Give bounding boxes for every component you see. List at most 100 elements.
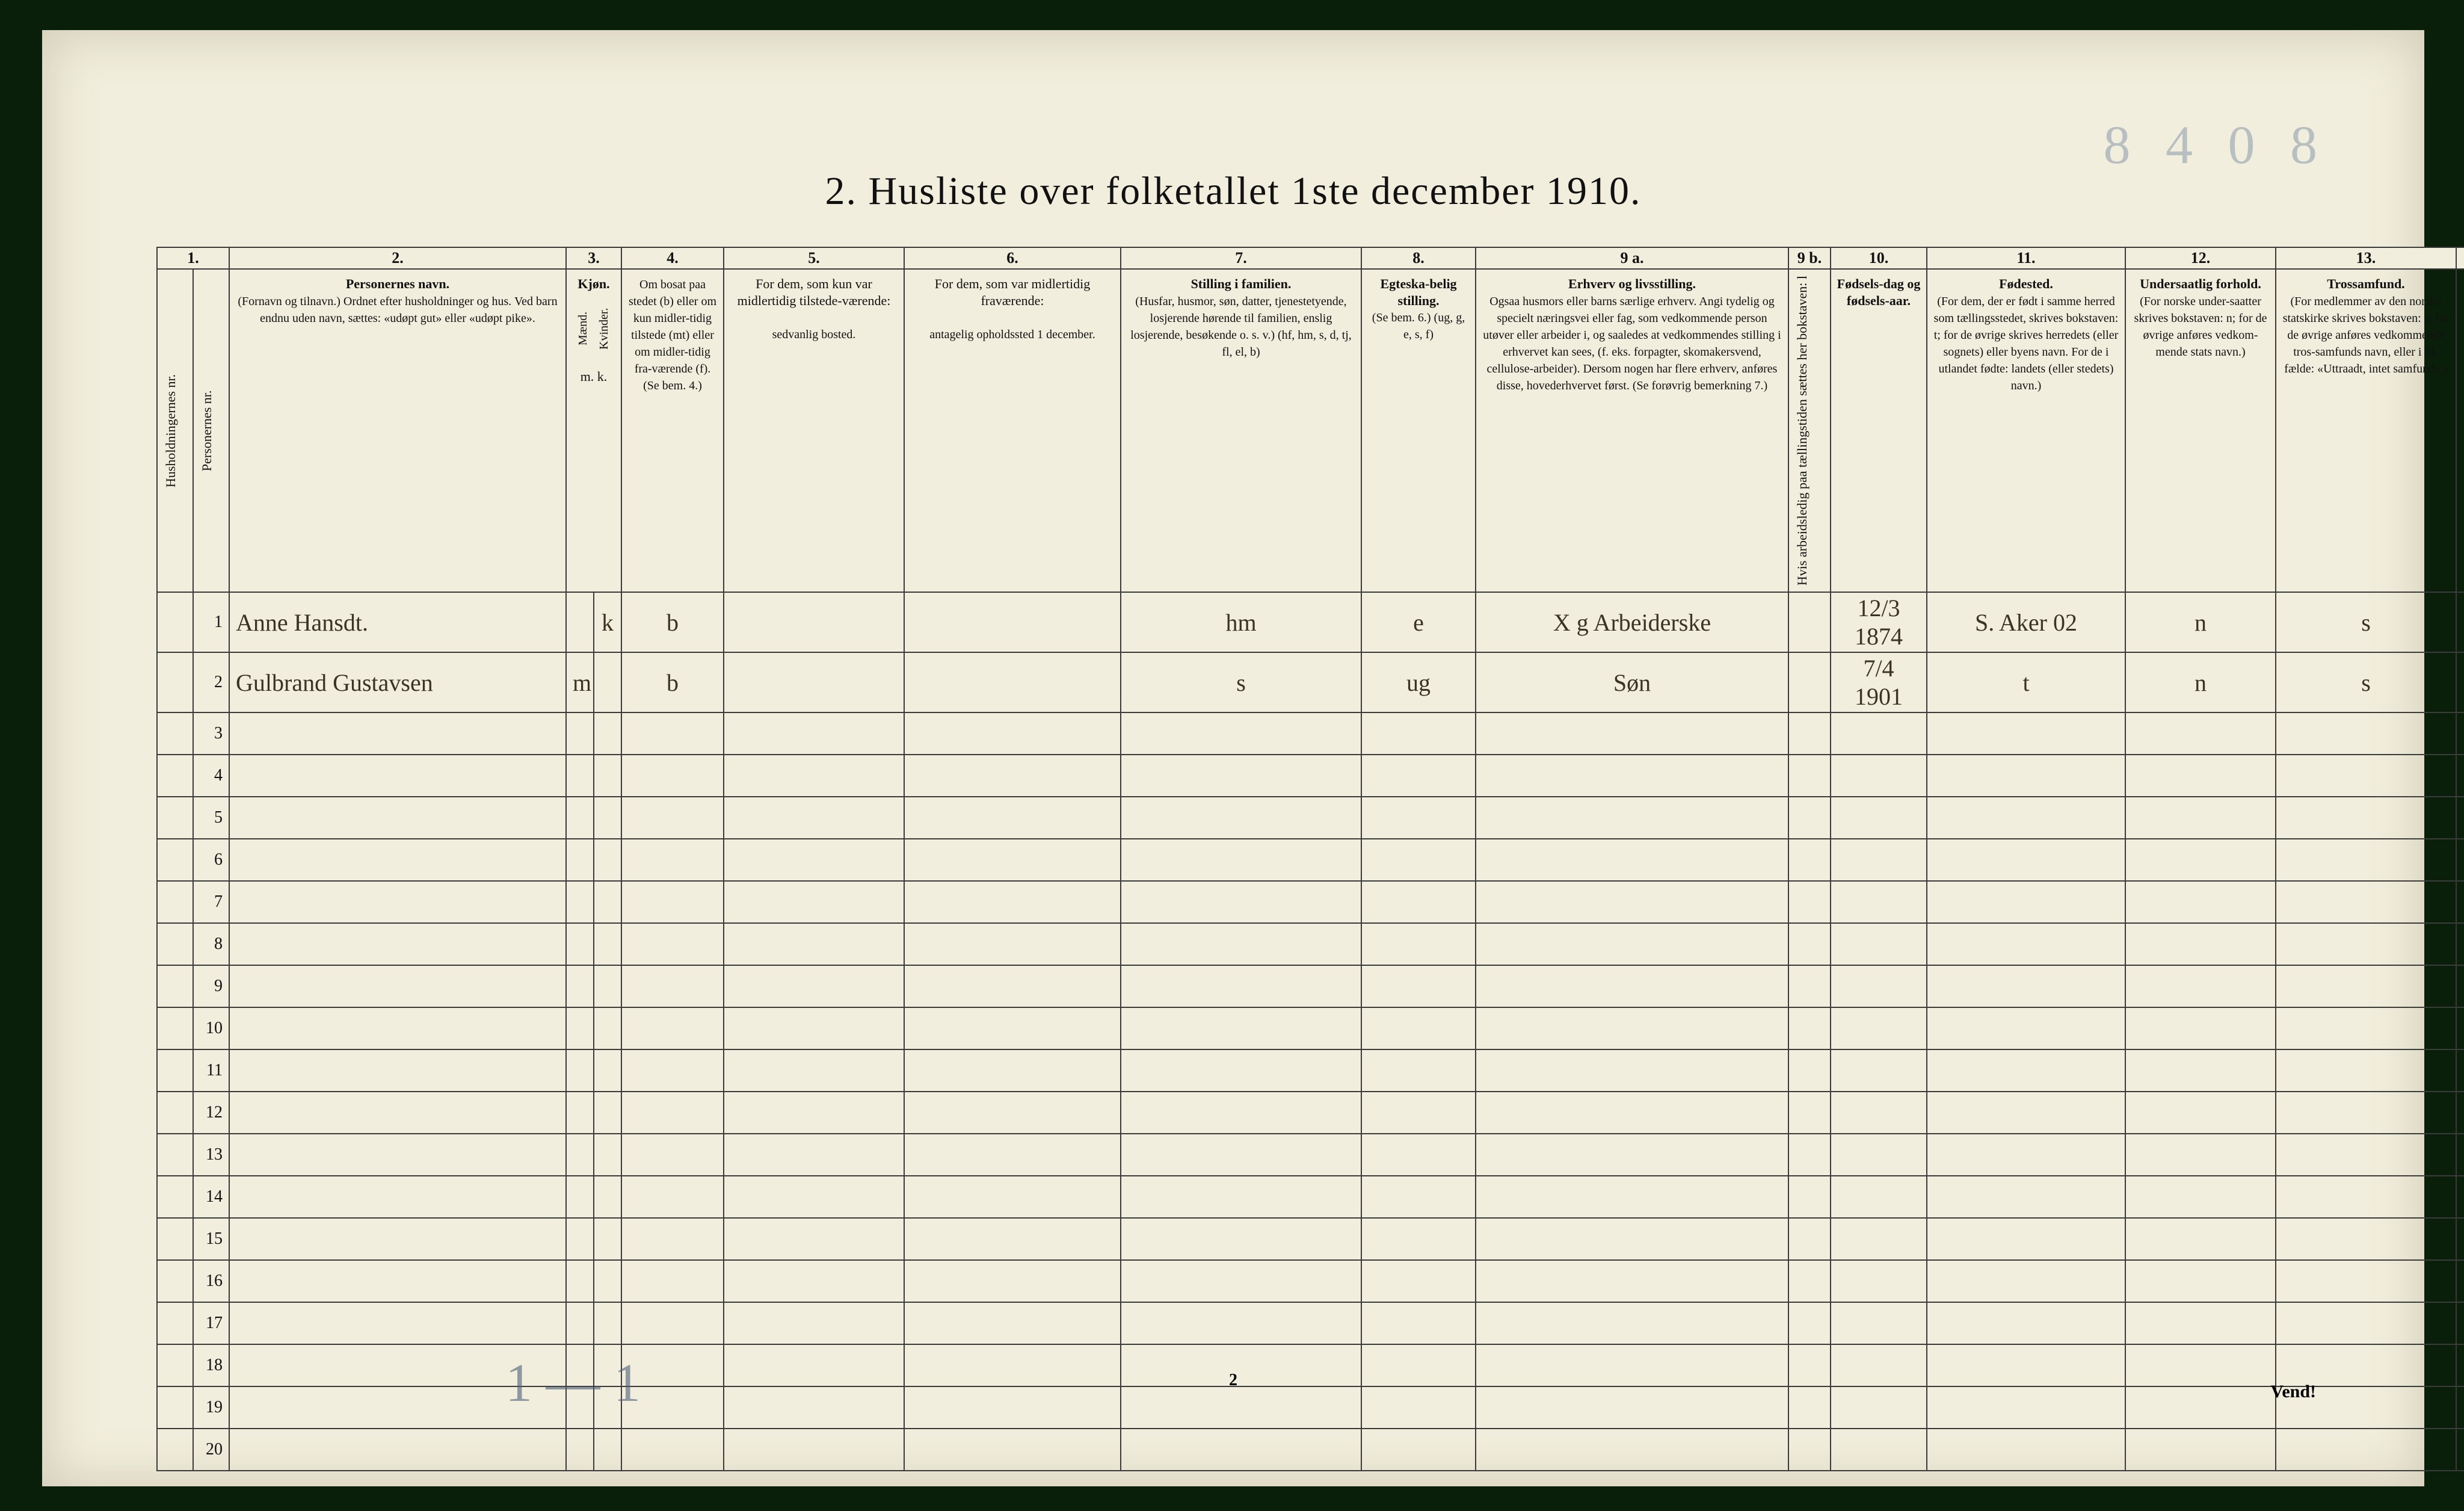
column-number-row: 1. 2. 3. 4. 5. 6. 7. 8. 9 a. 9 b. 10. 11…: [157, 247, 2464, 269]
colnum-7: 7.: [1121, 247, 1361, 269]
empty-cell: [904, 965, 1121, 1007]
empty-cell: [2276, 839, 2456, 881]
cell-name: Anne Hansdt.: [229, 592, 566, 652]
person-nr: 3: [193, 712, 229, 755]
hdr-col11-sub: (For dem, der er født i samme herred som…: [1934, 295, 2119, 392]
empty-cell: [1788, 1007, 1831, 1049]
empty-cell: [229, 712, 566, 755]
empty-cell: [2125, 881, 2276, 923]
husholdning-nr: [157, 1176, 193, 1218]
empty-cell: [1831, 1134, 1927, 1176]
colnum-11: 11.: [1927, 247, 2125, 269]
hdr-col8-sub: (Se bem. 6.) (ug, g, e, s, f): [1372, 311, 1465, 341]
empty-cell: [724, 712, 904, 755]
empty-cell: [1788, 1302, 1831, 1344]
empty-cell: [2456, 797, 2464, 839]
hdr-husholdning: Husholdningernes nr.: [157, 269, 193, 592]
empty-cell: [724, 1302, 904, 1344]
empty-cell: [2276, 1344, 2456, 1386]
empty-cell: [904, 1260, 1121, 1302]
empty-cell: [1788, 965, 1831, 1007]
empty-cell: [1831, 712, 1927, 755]
hdr-col9a: Erhverv og livsstilling. Ogsaa husmors e…: [1476, 269, 1788, 592]
column-header-row: Husholdningernes nr. Personernes nr. Per…: [157, 269, 2464, 592]
empty-cell: [1476, 1302, 1788, 1344]
empty-cell: [229, 1092, 566, 1134]
empty-cell: [2456, 1049, 2464, 1092]
cell-sex_m: [566, 592, 594, 652]
empty-cell: [1361, 1386, 1476, 1429]
empty-cell: [566, 1092, 594, 1134]
empty-cell: [229, 1429, 566, 1471]
empty-cell: [1927, 755, 2125, 797]
colnum-6: 6.: [904, 247, 1121, 269]
cell-stilling: hm: [1121, 592, 1361, 652]
empty-cell: [1927, 1302, 2125, 1344]
empty-cell: [1927, 1386, 2125, 1429]
empty-cell: [1121, 1386, 1361, 1429]
person-nr: 19: [193, 1386, 229, 1429]
empty-cell: [621, 1134, 724, 1176]
hdr-col4-title: Om bosat paa stedet (b) eller om kun mid…: [629, 278, 716, 375]
empty-cell: [1361, 1092, 1476, 1134]
empty-cell: [724, 797, 904, 839]
table-row: 2Gulbrand GustavsenmbsugSøn7/4 1901tns: [157, 652, 2464, 712]
empty-cell: [594, 797, 621, 839]
empty-cell: [229, 797, 566, 839]
cell-egte: e: [1361, 592, 1476, 652]
person-nr: 9: [193, 965, 229, 1007]
empty-cell: [621, 712, 724, 755]
empty-cell: [2125, 1176, 2276, 1218]
empty-cell: [594, 712, 621, 755]
cell-col6: [904, 592, 1121, 652]
empty-cell: [1476, 1260, 1788, 1302]
empty-cell: [724, 1134, 904, 1176]
document-title: 2. Husliste over folketallet 1ste decemb…: [42, 168, 2424, 214]
empty-cell: [724, 1386, 904, 1429]
person-nr: 1: [193, 592, 229, 652]
cell-sex_k: k: [594, 592, 621, 652]
empty-cell: [724, 1218, 904, 1260]
hdr-col9b: Hvis arbeidsledig paa tællingstiden sætt…: [1788, 269, 1831, 592]
empty-cell: [2456, 1134, 2464, 1176]
empty-cell: [621, 839, 724, 881]
empty-cell: [1361, 1344, 1476, 1386]
empty-cell: [904, 839, 1121, 881]
empty-cell: [2125, 923, 2276, 965]
cell-col9b: [1788, 592, 1831, 652]
empty-cell: [904, 797, 1121, 839]
empty-cell: [229, 881, 566, 923]
empty-cell: [1361, 797, 1476, 839]
empty-cell: [1927, 1218, 2125, 1260]
empty-cell: [566, 712, 594, 755]
empty-cell: [904, 923, 1121, 965]
empty-cell: [1121, 797, 1361, 839]
empty-cell: [594, 881, 621, 923]
empty-cell: [1476, 1344, 1788, 1386]
empty-cell: [2125, 965, 2276, 1007]
husholdning-nr: [157, 797, 193, 839]
empty-cell: [1788, 1134, 1831, 1176]
empty-cell: [2276, 923, 2456, 965]
husholdning-nr: [157, 1007, 193, 1049]
empty-cell: [594, 923, 621, 965]
person-nr: 16: [193, 1260, 229, 1302]
empty-cell: [1831, 1049, 1927, 1092]
hdr-col5: For dem, som kun var midlertidig tilsted…: [724, 269, 904, 592]
empty-cell: [1788, 1049, 1831, 1092]
hdr-col13: Trossamfund. (For medlemmer av den norsk…: [2276, 269, 2456, 592]
hdr-col6-title: For dem, som var midlertidig fraværende:: [935, 276, 1090, 308]
empty-cell: [1788, 797, 1831, 839]
table-row: 19: [157, 1386, 2464, 1429]
empty-cell: [566, 1429, 594, 1471]
cell-sex_m: m: [566, 652, 594, 712]
empty-cell: [594, 1302, 621, 1344]
empty-cell: [724, 839, 904, 881]
empty-cell: [1121, 881, 1361, 923]
empty-cell: [1788, 923, 1831, 965]
empty-cell: [2456, 755, 2464, 797]
person-nr: 6: [193, 839, 229, 881]
empty-cell: [229, 1302, 566, 1344]
cell-fsted: S. Aker 02: [1927, 592, 2125, 652]
hdr-col2-title: Personernes navn.: [346, 276, 449, 291]
